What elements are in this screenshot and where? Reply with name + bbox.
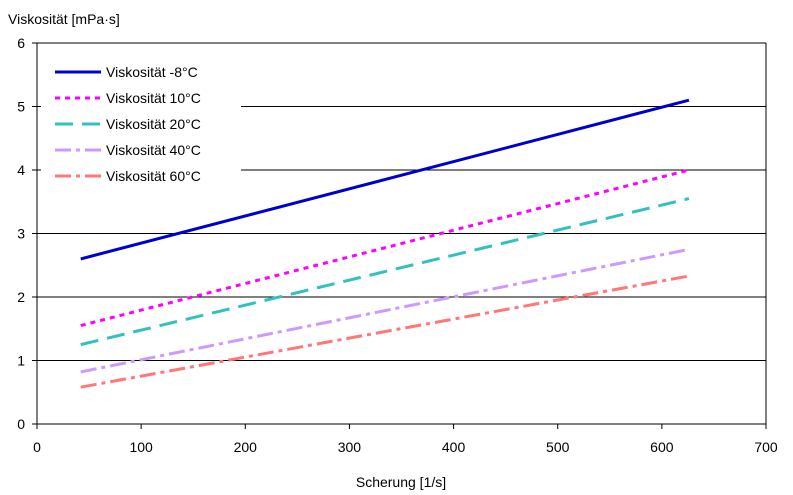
series-line-4 [80,274,690,389]
series-line-3 [80,247,690,374]
x-tick-label-1: 100 [129,439,153,455]
y-tick-label-4: 4 [17,162,25,178]
y-tick-label-2: 2 [17,289,25,305]
legend-label-0: Viskosität -8°C [106,64,198,80]
y-axis-title: Viskosität [mPa·s] [8,11,120,27]
series-line-1 [80,168,690,328]
legend: Viskosität -8°C Viskosität 10°C Viskosität… [41,55,241,191]
x-axis-title: Scherung [1/s] [356,474,446,490]
series-line-2 [80,197,690,347]
x-tick-label-0: 0 [33,439,41,455]
y-tick-label-0: 0 [17,416,25,432]
legend-box [41,55,241,191]
y-tick-labels: 0 1 2 3 4 5 6 [17,35,37,432]
x-tick-label-3: 300 [338,439,362,455]
legend-label-1: Viskosität 10°C [106,90,201,106]
y-tick-label-3: 3 [17,226,25,242]
x-tick-label-5: 500 [546,439,570,455]
y-tick-label-1: 1 [17,353,25,369]
legend-label-3: Viskosität 40°C [106,142,201,158]
legend-label-2: Viskosität 20°C [106,116,201,132]
y-tick-label-6: 6 [17,35,25,51]
series-line-0 [80,98,690,261]
y-tick-label-5: 5 [17,99,25,115]
legend-label-4: Viskosität 60°C [106,168,201,184]
x-tick-label-2: 200 [234,439,258,455]
data-series [80,98,690,389]
x-tick-label-7: 700 [754,439,778,455]
x-tick-label-4: 400 [442,439,466,455]
x-tick-labels: 0 100 200 300 400 500 600 700 [33,424,778,455]
x-tick-label-6: 600 [650,439,674,455]
